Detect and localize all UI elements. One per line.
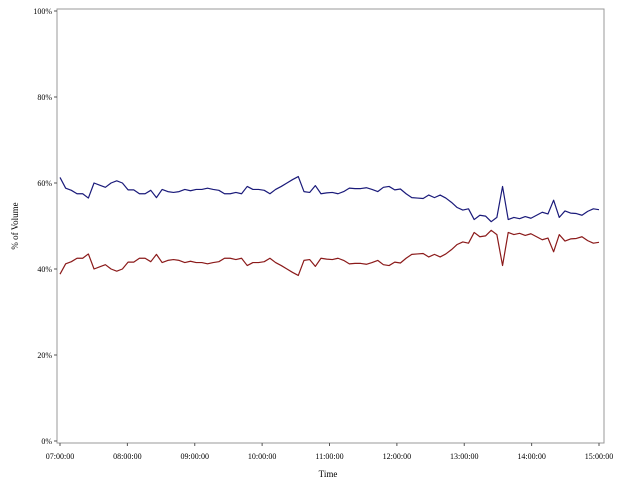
series-line-2 [59,229,600,277]
y-tick-label: 0% [41,437,52,446]
x-axis-title: Time [319,469,338,479]
plot-area-frame [56,8,605,444]
y-tick-label: 20% [37,351,52,360]
y-tick-label: 80% [37,93,52,102]
x-tick-label: 10:00:00 [248,452,276,461]
x-axis: 07:00:00 08:00:00 09:00:00 10:00:00 11:00:00… [46,443,613,461]
x-tick-label: 14:00:00 [517,452,545,461]
x-tick-label: 09:00:00 [181,452,209,461]
x-tick-label: 15:00:00 [585,452,613,461]
x-tick-label: 13:00:00 [450,452,478,461]
x-tick-label: 07:00:00 [46,452,74,461]
y-axis: 0% 20% 40% 60% 80% 100% [33,7,57,446]
x-tick-label: 08:00:00 [113,452,141,461]
y-tick-label: 60% [37,179,52,188]
x-tick-label: 12:00:00 [383,452,411,461]
series-layer [59,175,600,277]
y-tick-label: 40% [37,265,52,274]
series-line-1 [59,175,600,223]
x-tick-label: 11:00:00 [315,452,343,461]
y-axis-title: % of Volume [10,202,20,249]
y-tick-label: 100% [33,7,52,16]
